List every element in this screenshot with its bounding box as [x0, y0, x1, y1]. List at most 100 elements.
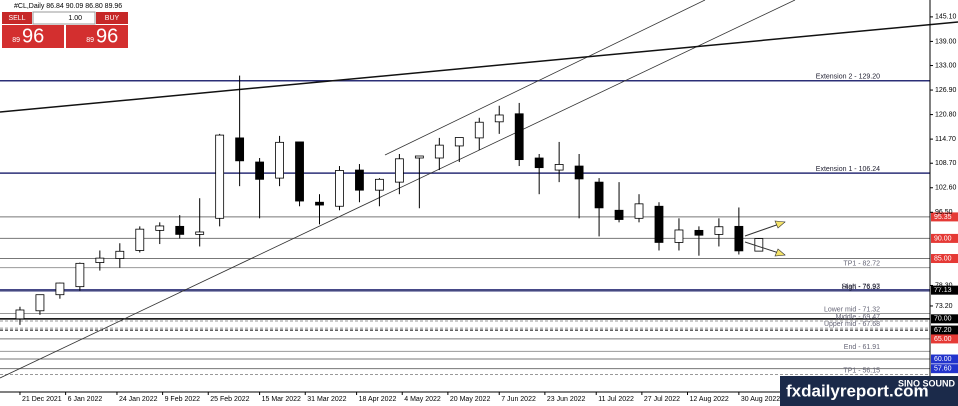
level-label: Start - 76.97 — [841, 284, 880, 291]
x-tick-label: 24 Jan 2022 — [119, 396, 158, 403]
candle-body — [514, 113, 524, 161]
y-tick-label: 133.00 — [935, 62, 957, 69]
x-tick-label: 21 Dec 2021 — [22, 396, 62, 403]
sell-price-small: 89 — [12, 37, 20, 44]
candle-body — [574, 165, 584, 180]
x-tick-label: 25 Feb 2022 — [210, 396, 249, 403]
buy-price-big: 96 — [96, 25, 118, 47]
level-label: Upper mid - 67.68 — [824, 321, 880, 328]
candle-body — [115, 250, 125, 259]
price-tag — [931, 233, 958, 243]
candle-body — [35, 294, 45, 312]
buy-price-box[interactable] — [66, 25, 128, 48]
watermark: fxdailyreport.com SINO SOUND — [780, 376, 958, 406]
level-label: TP1 - 56.15 — [843, 367, 880, 374]
sell-label[interactable]: SELL — [8, 15, 25, 22]
candle-body — [394, 158, 404, 183]
price-tag-label: 67.20 — [934, 327, 952, 334]
candle-body — [534, 157, 544, 169]
y-tick-label: 120.80 — [935, 111, 957, 118]
price-tag — [931, 254, 958, 264]
candle-body — [295, 141, 304, 202]
buy-label[interactable]: BUY — [105, 15, 120, 22]
price-tag-label: 90.00 — [934, 235, 952, 242]
y-tick-label: 78.30 — [935, 282, 953, 289]
candle-body — [674, 229, 684, 243]
arrow-down-head — [774, 248, 786, 257]
level-label: Lower mid - 71.32 — [824, 306, 880, 313]
candle-body — [215, 134, 225, 219]
x-tick-label: 7 Jun 2022 — [501, 396, 536, 403]
candle-body — [15, 309, 25, 320]
sell-price-big: 96 — [22, 25, 44, 47]
candles — [15, 75, 764, 325]
x-tick-label: 11 Jul 2022 — [598, 396, 634, 403]
candle-body — [135, 228, 145, 251]
candle-body — [375, 178, 384, 191]
candle-body — [155, 225, 165, 231]
x-tick-label: 9 Feb 2022 — [165, 396, 201, 403]
y-tick-label: 108.70 — [935, 160, 957, 167]
price-tag-label: 70.00 — [934, 316, 952, 323]
watermark-brand: SINO SOUND — [898, 378, 956, 388]
resistance-line — [0, 21, 958, 113]
level-label: High - 76.93 — [842, 284, 880, 291]
x-tick-label: 4 May 2022 — [404, 396, 441, 403]
price-tag — [931, 354, 958, 364]
channel-line — [384, 0, 706, 156]
y-tick-label: 139.00 — [935, 38, 957, 45]
candle-body — [754, 238, 764, 252]
candle-body — [654, 205, 664, 243]
buy-button[interactable] — [96, 12, 128, 24]
candle-body — [414, 155, 424, 159]
candle-body — [474, 121, 484, 139]
chart-header: #CL,Daily 86.84 90.09 86.80 89.96 — [14, 3, 122, 10]
trend-line — [0, 0, 796, 379]
lot-value[interactable]: 1.00 — [68, 15, 82, 22]
price-tag-label: 57.60 — [934, 366, 952, 373]
sell-button[interactable] — [2, 12, 32, 24]
price-tag — [931, 314, 958, 324]
x-tick-label: 6 Jan 2022 — [68, 396, 103, 403]
candle-body — [734, 225, 744, 252]
candle-body — [255, 161, 265, 180]
level-label: TP1 - 82.72 — [843, 261, 880, 268]
watermark-bg — [780, 376, 958, 406]
level-label: Extension 1 - 106.24 — [816, 166, 880, 173]
candle-body — [235, 137, 245, 162]
sell-price-box[interactable] — [2, 25, 64, 48]
price-tag — [931, 364, 958, 374]
candle-body — [614, 209, 624, 220]
level-label: Middle - 69.47 — [836, 314, 880, 321]
x-tick-label: 31 Mar 2022 — [307, 396, 346, 403]
price-tag — [931, 325, 958, 335]
candle-body — [554, 164, 564, 171]
candle-body — [275, 141, 284, 179]
x-tick-label: 27 Jul 2022 — [644, 396, 680, 403]
trade-panel: SELL 1.00 BUY 89 96 89 96 — [2, 11, 128, 48]
candle-body — [434, 144, 444, 159]
x-tick-label: 23 Jun 2022 — [547, 396, 586, 403]
price-tag-label: 60.00 — [934, 356, 952, 363]
y-tick-label: 126.90 — [935, 87, 957, 94]
candle-body — [454, 137, 464, 147]
price-tag-label: 85.00 — [934, 255, 952, 262]
y-tick-label: 96.50 — [935, 209, 953, 216]
price-tag — [931, 285, 958, 295]
candle-body — [195, 231, 205, 235]
candle-body — [494, 114, 504, 123]
price-tag — [931, 212, 958, 222]
price-tag — [931, 334, 958, 344]
x-tick-label: 15 Mar 2022 — [262, 396, 301, 403]
lot-input[interactable] — [32, 11, 96, 25]
candle-body — [315, 201, 324, 206]
x-tick-label: 18 Apr 2022 — [359, 396, 397, 403]
price-tag-label: 95.35 — [934, 214, 952, 221]
price-tag-label: 77.13 — [934, 287, 952, 294]
candle-body — [175, 225, 185, 235]
candle-body — [594, 181, 604, 209]
candle-body — [95, 257, 105, 263]
y-tick-label: 73.20 — [935, 303, 953, 310]
